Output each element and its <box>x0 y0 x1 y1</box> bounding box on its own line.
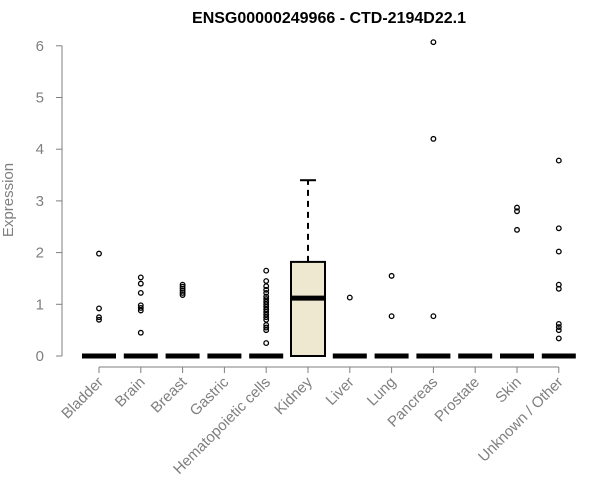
outlier-point <box>430 313 437 320</box>
box-group <box>290 179 326 358</box>
box-group <box>500 204 534 359</box>
x-tick-label: Breast <box>148 373 191 416</box>
outlier-point <box>96 305 102 312</box>
y-tick-label: 2 <box>36 245 44 262</box>
outlier-point <box>263 327 270 334</box>
box-group <box>416 39 451 359</box>
outlier-point <box>179 289 186 296</box>
outlier-point <box>263 286 270 293</box>
outlier-point <box>96 314 102 321</box>
outlier-point <box>96 250 102 257</box>
y-tick-label: 5 <box>36 90 44 107</box>
outlier-point <box>263 324 270 331</box>
outlier-point <box>263 283 270 290</box>
outlier-point <box>555 285 562 292</box>
outlier-point <box>137 329 144 336</box>
x-tick-label: Skin <box>492 374 525 407</box>
y-tick-label: 4 <box>36 141 44 158</box>
outlier-point <box>555 248 562 255</box>
outlier-point <box>137 280 144 287</box>
outlier-point <box>263 314 270 321</box>
y-tick-label: 1 <box>36 296 44 313</box>
outlier-point <box>263 340 270 347</box>
outlier-point <box>555 327 562 334</box>
outlier-point <box>430 39 437 46</box>
outlier-point <box>555 335 562 342</box>
outlier-point <box>514 204 520 211</box>
outlier-point <box>263 267 270 274</box>
box-group <box>123 274 158 359</box>
outlier-point <box>555 324 562 330</box>
outlier-point <box>137 289 144 296</box>
chart-title: ENSG00000249966 - CTD-2194D22.1 <box>192 10 466 27</box>
x-tick-label: Liver <box>323 374 358 409</box>
box-group <box>541 157 576 359</box>
outlier-point <box>388 313 395 320</box>
x-tick-label: Lung <box>364 374 400 410</box>
outlier-point <box>263 278 270 284</box>
y-axis-label: Expression <box>0 163 17 237</box>
outlier-point <box>555 320 562 327</box>
outlier-point <box>96 316 102 323</box>
outlier-point <box>388 272 395 279</box>
box-group <box>82 250 116 359</box>
y-tick-label: 3 <box>36 193 44 210</box>
y-tick-label: 0 <box>36 348 44 365</box>
outlier-point <box>346 294 353 301</box>
outlier-point <box>137 274 144 281</box>
box-group <box>249 267 284 359</box>
x-tick-label: Bladder <box>58 374 107 423</box>
plot-area <box>82 39 576 359</box>
box-group <box>332 294 367 359</box>
box-rect <box>290 260 326 358</box>
outlier-point <box>555 225 562 232</box>
outlier-point <box>263 289 270 296</box>
x-tick-label: Prostate <box>431 374 483 426</box>
outlier-point <box>137 304 144 311</box>
box-group <box>374 272 409 359</box>
box-group <box>165 281 200 359</box>
outlier-point <box>137 307 144 314</box>
x-tick-label: Brain <box>112 374 149 411</box>
outlier-point <box>514 208 520 215</box>
y-tick-label: 6 <box>36 38 44 55</box>
x-tick-label: Kidney <box>271 373 316 418</box>
outlier-point <box>430 135 437 142</box>
outlier-point <box>555 157 562 164</box>
y-axis: 0 1 2 3 4 5 6 <box>36 38 63 365</box>
outlier-point <box>179 292 186 298</box>
outlier-point <box>514 226 520 233</box>
